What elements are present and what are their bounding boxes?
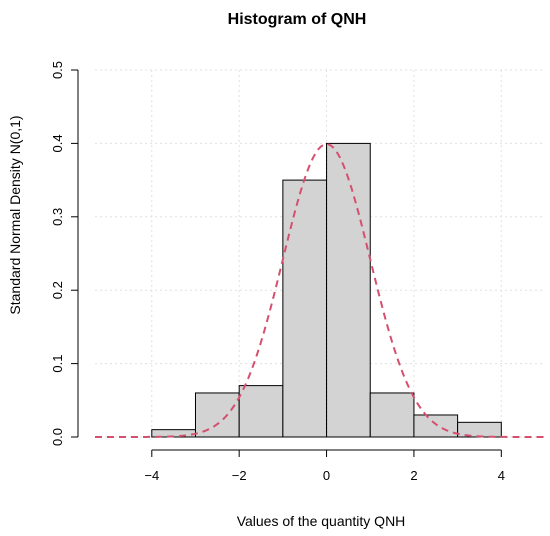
histogram-bar (369, 392, 415, 438)
x-tick-label: 2 (410, 468, 417, 483)
grid-lines (95, 69, 545, 438)
y-tick-label: 0.1 (50, 355, 65, 373)
normal-density-curve (95, 143, 545, 438)
x-tick-label: −4 (144, 468, 159, 483)
y-tick-label: 0.5 (50, 61, 65, 79)
y-axis-label: Standard Normal Density N(0,1) (7, 115, 23, 314)
histogram-bar (457, 421, 502, 438)
chart-title: Histogram of QNH (228, 11, 367, 28)
histogram-bar (326, 142, 371, 438)
y-tick-label: 0.2 (50, 281, 65, 299)
histogram-bar (238, 385, 284, 438)
y-tick-label: 0.4 (50, 134, 65, 152)
histogram-bar (194, 392, 240, 438)
y-tick-label: 0.3 (50, 208, 65, 226)
x-axis: −4 −2 0 2 4 (144, 449, 505, 483)
x-tick-label: 0 (323, 468, 330, 483)
x-tick-label: −2 (232, 468, 247, 483)
histogram-bar (282, 179, 328, 438)
x-tick-label: 4 (498, 468, 505, 483)
y-tick-label: 0.0 (50, 428, 65, 446)
histogram-bars (151, 142, 502, 438)
density-curve-layer (95, 143, 545, 438)
histogram-bar (413, 414, 459, 438)
x-axis-label: Values of the quantity QNH (237, 513, 406, 529)
y-axis: 0.0 0.1 0.2 0.3 0.4 0.5 (50, 61, 79, 446)
